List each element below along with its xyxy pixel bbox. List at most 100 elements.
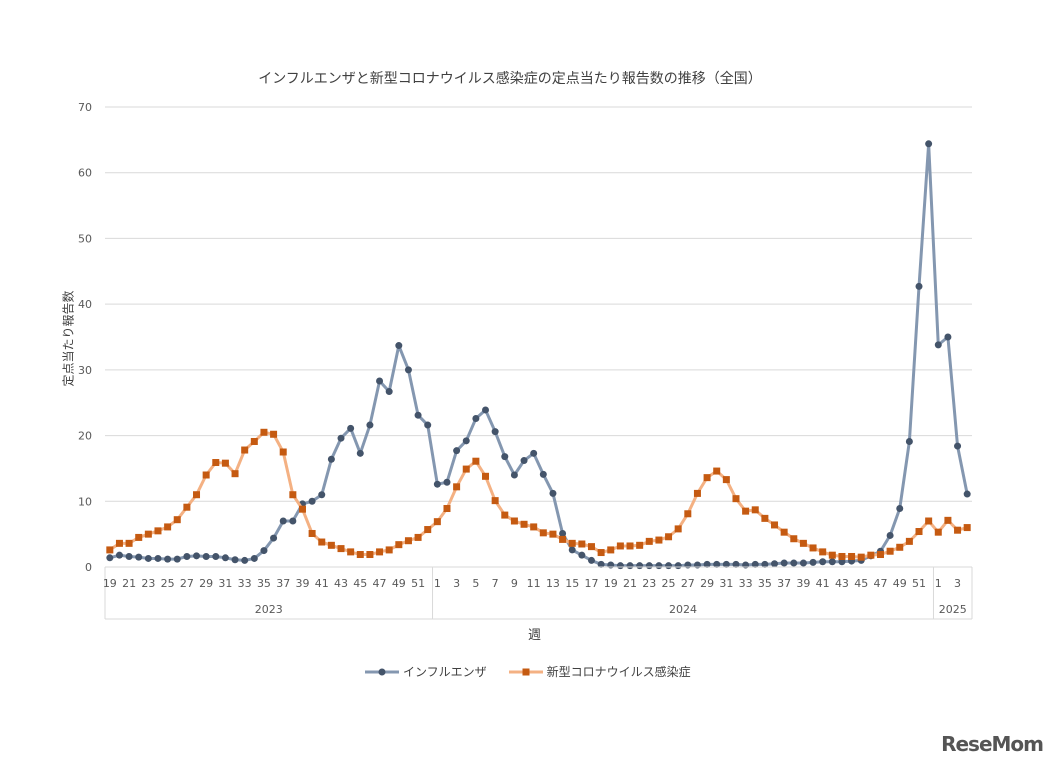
data-point-influenza — [626, 562, 634, 570]
data-point-covid — [559, 535, 567, 543]
data-point-covid — [520, 520, 528, 528]
year-label: 2023 — [255, 603, 283, 616]
data-point-covid — [780, 528, 788, 536]
data-point-influenza — [838, 558, 846, 566]
data-point-influenza — [636, 562, 644, 570]
data-point-influenza — [655, 562, 663, 570]
x-tick-label: 31 — [218, 577, 232, 590]
x-tick-label: 47 — [873, 577, 887, 590]
x-tick-label: 19 — [604, 577, 618, 590]
data-point-influenza — [703, 560, 711, 568]
data-point-influenza — [905, 437, 913, 445]
data-point-influenza — [462, 437, 470, 445]
data-point-covid — [308, 529, 316, 537]
resemom-logo: ReseMom — [941, 732, 1044, 756]
y-tick-label: 40 — [78, 298, 92, 311]
data-point-covid — [424, 526, 432, 534]
data-point-influenza — [173, 555, 181, 563]
data-point-covid — [395, 541, 403, 549]
x-tick-label: 47 — [373, 577, 387, 590]
data-point-covid — [636, 541, 644, 549]
data-point-covid — [809, 544, 817, 552]
data-point-covid — [125, 539, 133, 547]
data-point-covid — [587, 543, 595, 551]
data-point-covid — [231, 470, 239, 478]
legend-item-influenza: インフルエンザ — [365, 663, 487, 680]
y-tick-label: 10 — [78, 495, 92, 508]
data-point-influenza — [443, 478, 451, 486]
x-tick-label: 3 — [954, 577, 961, 590]
data-point-influenza — [886, 531, 894, 539]
data-point-influenza — [356, 449, 364, 457]
data-point-covid — [404, 537, 412, 545]
data-point-covid — [366, 551, 374, 559]
x-tick-label: 23 — [642, 577, 656, 590]
data-point-influenza — [530, 449, 538, 457]
data-point-influenza — [433, 480, 441, 488]
x-tick-label: 35 — [257, 577, 271, 590]
data-point-influenza — [260, 547, 268, 555]
data-point-covid — [135, 533, 143, 541]
x-tick-label: 1 — [434, 577, 441, 590]
x-tick-label: 13 — [546, 577, 560, 590]
legend-item-covid: 新型コロナウイルス感染症 — [508, 663, 691, 680]
data-point-influenza — [385, 388, 393, 396]
x-tick-label: 11 — [527, 577, 541, 590]
data-point-covid — [298, 505, 306, 513]
data-point-influenza — [501, 453, 509, 461]
data-point-covid — [260, 428, 268, 436]
y-tick-label: 0 — [85, 561, 92, 574]
data-point-influenza — [568, 546, 576, 554]
data-point-influenza — [934, 341, 942, 349]
data-point-influenza — [587, 556, 595, 564]
data-point-influenza — [318, 491, 326, 499]
data-point-covid — [934, 528, 942, 536]
data-point-covid — [491, 497, 499, 505]
x-tick-label: 21 — [122, 577, 136, 590]
data-point-influenza — [193, 552, 201, 560]
x-tick-label: 51 — [912, 577, 926, 590]
data-point-influenza — [963, 490, 971, 498]
data-point-covid — [221, 459, 229, 467]
data-point-covid — [510, 517, 518, 525]
data-point-covid — [212, 459, 220, 467]
data-point-covid — [501, 511, 509, 519]
x-tick-label: 45 — [353, 577, 367, 590]
x-tick-label: 49 — [893, 577, 907, 590]
data-point-influenza — [539, 470, 547, 478]
data-point-covid — [665, 533, 673, 541]
data-point-covid — [886, 547, 894, 555]
data-point-influenza — [164, 555, 172, 563]
x-tick-label: 51 — [411, 577, 425, 590]
data-point-influenza — [221, 554, 229, 562]
data-point-influenza — [944, 333, 952, 341]
data-point-covid — [684, 510, 692, 518]
series-line-covid — [108, 430, 968, 559]
data-point-covid — [549, 530, 557, 538]
data-point-influenza — [135, 553, 143, 561]
chart-title: インフルエンザと新型コロナウイルス感染症の定点当たり報告数の推移（全国） — [258, 71, 762, 87]
x-tick-label: 19 — [103, 577, 117, 590]
data-point-covid — [144, 530, 152, 538]
data-point-influenza — [231, 556, 239, 564]
x-tick-label: 37 — [276, 577, 290, 590]
data-point-influenza — [799, 559, 807, 567]
data-point-influenza — [347, 424, 355, 432]
data-point-influenza — [183, 552, 191, 560]
legend-marker-influenza — [365, 668, 399, 675]
data-point-covid — [655, 536, 663, 544]
data-point-influenza — [520, 457, 528, 465]
data-point-covid — [732, 495, 740, 503]
data-point-influenza — [366, 421, 374, 429]
data-point-covid — [289, 491, 297, 499]
data-point-covid — [250, 437, 258, 445]
data-point-covid — [838, 552, 846, 560]
data-point-influenza — [337, 434, 345, 442]
data-point-covid — [925, 517, 933, 525]
year-label: 2024 — [669, 603, 697, 616]
data-point-influenza — [308, 497, 316, 505]
data-point-covid — [376, 548, 384, 556]
data-point-covid — [828, 551, 836, 559]
data-point-covid — [751, 506, 759, 514]
data-point-covid — [279, 448, 287, 456]
